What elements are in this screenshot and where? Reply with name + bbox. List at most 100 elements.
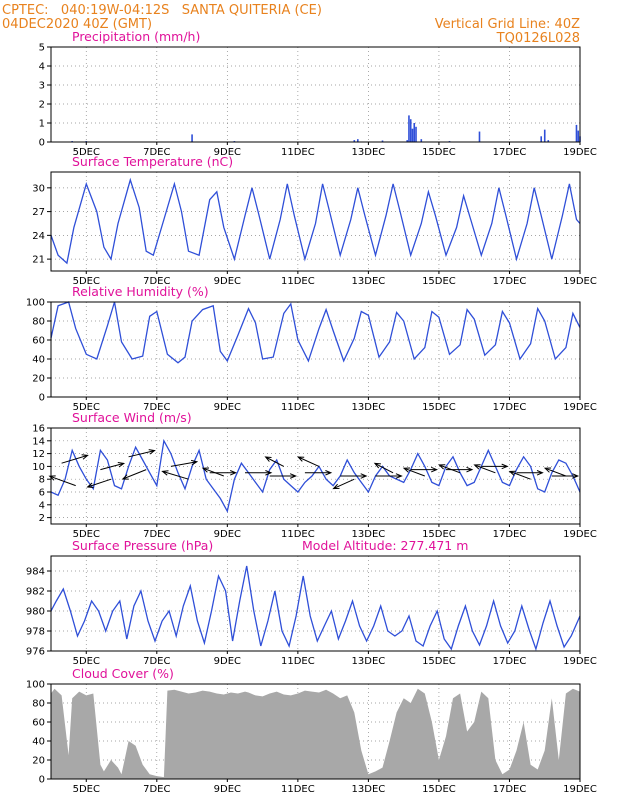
precip-bar	[353, 140, 356, 142]
wind-vector	[201, 467, 224, 477]
x-tick-label: 17DEC	[493, 656, 527, 667]
panel-title: Surface Temperature (nC)	[72, 154, 233, 169]
precip-bar	[415, 126, 417, 142]
x-tick-label: 5DEC	[73, 402, 100, 413]
x-tick-label: 13DEC	[352, 402, 386, 413]
y-tick-label: 976	[26, 647, 45, 658]
x-tick-label: 9DEC	[214, 402, 241, 413]
y-tick-label: 100	[26, 680, 45, 691]
wind-vector	[481, 463, 509, 470]
precip-bar	[408, 115, 410, 142]
wind-vector	[61, 454, 89, 464]
wind-vector	[269, 473, 298, 479]
y-tick-label: 20	[32, 756, 45, 767]
x-tick-label: 9DEC	[214, 656, 241, 667]
y-tick-label: 27	[32, 207, 45, 218]
wind-vector	[340, 473, 368, 479]
rh-line	[50, 301, 581, 364]
x-tick-label: 13DEC	[352, 529, 386, 540]
header-location: CPTEC: 040:19W-04:12S SANTA QUITERIA (CE…	[2, 3, 322, 18]
precip-bar	[547, 140, 550, 142]
header-model-id: TQ0126L028	[496, 31, 580, 46]
x-tick-label: 7DEC	[143, 784, 170, 795]
temp-line	[50, 177, 581, 265]
y-tick-label: 6	[39, 488, 45, 499]
panel-pressure: Surface Pressure (hPa) Model Altitude: 27…	[26, 538, 597, 667]
y-tick-label: 60	[32, 336, 45, 347]
x-tick-label: 19DEC	[563, 147, 597, 158]
x-tick-label: 15DEC	[422, 656, 456, 667]
x-tick-label: 17DEC	[493, 402, 527, 413]
x-tick-label: 15DEC	[422, 529, 456, 540]
y-tick-label: 3	[39, 81, 45, 92]
panel-precip: Precipitation (mm/h) 0 1 2 3 4 5 5DEC 7DEC 9DEC 11…	[39, 29, 597, 158]
x-tick-label: 7DEC	[143, 402, 170, 413]
x-tick-label: 19DEC	[563, 784, 597, 795]
wind-line	[50, 438, 581, 514]
x-tick-label: 7DEC	[143, 656, 170, 667]
y-tick-label: 0	[39, 138, 45, 149]
panel-frame	[50, 301, 581, 398]
y-tick-label: 1	[39, 119, 45, 130]
panel-title: Cloud Cover (%)	[72, 666, 174, 681]
panel-frame	[50, 171, 581, 272]
y-tick-label: 10	[32, 462, 45, 473]
y-tick-label: 4	[39, 500, 45, 511]
x-tick-label: 17DEC	[493, 147, 527, 158]
wind-vector	[128, 449, 156, 458]
precip-bar	[381, 140, 384, 142]
precip-bar	[406, 140, 408, 142]
wind-vector	[86, 478, 112, 488]
wind-vector	[373, 462, 394, 474]
x-tick-label: 13DEC	[352, 784, 386, 795]
precip-bar	[478, 131, 481, 142]
precip-bar	[411, 128, 414, 142]
y-tick-label: 60	[32, 718, 45, 729]
wind-vector	[375, 473, 403, 479]
precip-bar	[191, 134, 193, 142]
wind-vector	[508, 470, 531, 480]
wind-vector	[402, 467, 425, 477]
precip-bar	[543, 129, 546, 142]
x-tick-label: 15DEC	[422, 147, 456, 158]
panel-frame	[50, 427, 581, 525]
y-tick-label: 982	[26, 587, 45, 598]
wind-vector	[170, 459, 199, 467]
wind-vector	[516, 470, 544, 476]
x-tick-label: 5DEC	[73, 784, 100, 795]
panel-title: Precipitation (mm/h)	[72, 29, 200, 44]
x-tick-label: 13DEC	[352, 656, 386, 667]
x-tick-label: 15DEC	[422, 402, 456, 413]
wind-vector	[473, 464, 496, 474]
x-tick-label: 17DEC	[493, 784, 527, 795]
x-tick-label: 19DEC	[563, 276, 597, 287]
x-tick-label: 19DEC	[563, 402, 597, 413]
x-tick-label: 9DEC	[214, 784, 241, 795]
x-tick-label: 11DEC	[281, 147, 315, 158]
wind-vector	[100, 462, 126, 471]
x-tick-label: 7DEC	[143, 529, 170, 540]
y-tick-label: 0	[39, 775, 45, 786]
y-tick-label: 100	[26, 298, 45, 309]
y-tick-label: 980	[26, 607, 45, 618]
y-tick-label: 40	[32, 355, 45, 366]
panel-rh: Relative Humidity (%) 0 20 40 60 80 100 5DEC 7DE…	[26, 284, 597, 413]
x-tick-label: 15DEC	[422, 276, 456, 287]
y-tick-label: 40	[32, 737, 45, 748]
y-tick-label: 16	[32, 424, 45, 435]
panel-frame	[50, 683, 581, 780]
x-tick-label: 5DEC	[73, 529, 100, 540]
x-tick-label: 19DEC	[563, 529, 597, 540]
y-tick-label: 14	[32, 436, 45, 447]
x-tick-label: 9DEC	[214, 147, 241, 158]
y-tick-label: 12	[32, 449, 45, 460]
panel-title: Surface Pressure (hPa)	[72, 538, 213, 553]
cloud-area	[51, 688, 580, 779]
x-tick-label: 5DEC	[73, 656, 100, 667]
x-tick-label: 11DEC	[281, 276, 315, 287]
x-tick-label: 13DEC	[352, 147, 386, 158]
precip-bar	[540, 136, 543, 142]
precip-bar	[357, 139, 359, 142]
panel-annotation: Model Altitude: 277.471 m	[302, 538, 468, 553]
